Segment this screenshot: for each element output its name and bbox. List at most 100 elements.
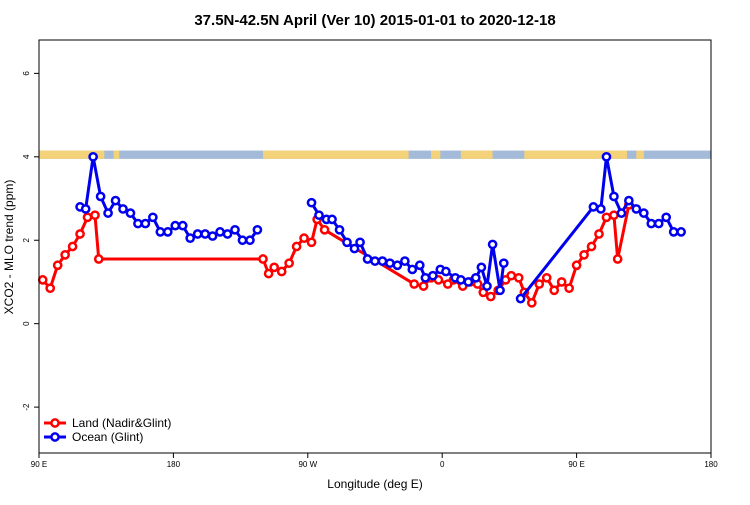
series-0-point-44 (594, 229, 604, 239)
series-1-point-64 (638, 208, 649, 218)
series-1-point-42 (420, 272, 431, 283)
series-1-point-16 (192, 229, 203, 239)
series-0-point-39 (556, 277, 567, 287)
series-1-point-23 (245, 235, 255, 246)
series-1-point-66 (653, 218, 664, 229)
series-1-point-29 (327, 214, 337, 225)
legend-label-1: Ocean (Glint) (72, 430, 143, 444)
series-1-point-31 (342, 237, 352, 248)
series-1-point-33 (355, 237, 365, 248)
legend-label-0: Land (Nadir&Glint) (72, 416, 171, 430)
series-1-point-4 (103, 208, 113, 218)
x-tick-label-4: 90 E (568, 460, 584, 469)
x-tick-label-0: 90 E (31, 460, 47, 469)
y-tick-label-4: 6 (22, 71, 31, 76)
series-1-point-14 (177, 220, 188, 231)
series-1-point-1 (80, 204, 91, 214)
series-0-point-36 (534, 279, 545, 289)
x-axis-label: Longitude (deg E) (327, 477, 422, 491)
series-1-point-2 (88, 151, 98, 162)
series-1-point-62 (624, 195, 634, 206)
series-0-point-9 (258, 254, 268, 264)
series-0-point-47 (612, 254, 623, 264)
series-1-point-45 (441, 266, 451, 277)
series-1-point-5 (110, 195, 121, 206)
series-1-point-69 (676, 227, 686, 237)
series-1-point-59 (601, 151, 612, 162)
series-0-point-1 (45, 283, 56, 294)
chart-title: 37.5N-42.5N April (Ver 10) 2015-01-01 to… (194, 12, 555, 29)
series-1-point-3 (95, 191, 106, 202)
series-1-point-43 (428, 270, 438, 281)
series-1-point-26 (306, 197, 317, 208)
series-1-point-27 (314, 210, 324, 221)
series-1-point-52 (487, 239, 498, 250)
series-1-point-65 (646, 218, 657, 229)
series-0-point-37 (541, 272, 552, 283)
series-1-point-7 (125, 208, 136, 218)
band-land-segment-3 (431, 150, 441, 159)
band-land-segment-0 (39, 150, 105, 159)
series-0-point-38 (549, 285, 560, 296)
band-land-segment-5 (524, 150, 627, 159)
band-land-segment-4 (460, 150, 493, 159)
y-axis-label: XCO2 - MLO trend (ppm) (2, 180, 16, 315)
y-tick-label-3: 4 (22, 154, 31, 159)
series-1-point-22 (237, 235, 248, 246)
x-tick-label-1: 180 (167, 460, 181, 469)
series-1-point-39 (400, 256, 410, 266)
axes: 90 E 180 90 W 0 90 E 180 -2 0 2 4 6 (22, 71, 718, 469)
series-1-point-20 (222, 229, 233, 239)
series-1 (75, 151, 686, 304)
series-1-point-24 (252, 224, 263, 235)
series-0-point-4 (67, 241, 78, 252)
x-tick-label-3: 0 (440, 460, 445, 469)
series-1-point-9 (140, 218, 151, 229)
series-1-point-48 (463, 277, 474, 287)
series-0-point-13 (284, 258, 294, 269)
series-0-point-15 (299, 233, 309, 244)
band-land-segment-1 (113, 150, 120, 159)
series-0-point-10 (263, 268, 274, 279)
series-0-point-12 (276, 266, 287, 277)
legend: Land (Nadir&Glint)Ocean (Glint) (44, 416, 171, 444)
series-0-point-35 (526, 297, 537, 308)
series-1-point-30 (334, 224, 345, 235)
series-1-point-51 (482, 281, 492, 291)
series-1-point-41 (414, 260, 425, 271)
series-1-point-37 (385, 258, 395, 269)
series-1-point-13 (170, 220, 181, 231)
series-0-point-32 (506, 270, 517, 281)
series-1-point-38 (392, 260, 403, 271)
legend-marker-0 (50, 418, 60, 428)
series-1-point-58 (596, 204, 606, 214)
series-1-point-68 (668, 227, 679, 237)
series-0-point-46 (609, 210, 619, 221)
band-land-segment-2 (263, 150, 409, 159)
series-1-point-32 (349, 243, 360, 254)
series-1-point-61 (616, 208, 627, 218)
series-1-point-35 (370, 256, 380, 266)
series-1-point-6 (118, 204, 128, 214)
series-1-point-10 (148, 212, 158, 223)
series-1-point-40 (407, 264, 418, 275)
series-1-point-17 (200, 229, 210, 239)
series-0-point-41 (571, 260, 582, 271)
series-1-point-63 (631, 204, 642, 214)
series-0-point-40 (564, 283, 574, 294)
series-0-point-29 (485, 291, 496, 302)
series-0-point-16 (306, 237, 317, 248)
series-0-point-33 (513, 272, 524, 283)
series-1-point-67 (661, 212, 672, 223)
series-0-point-2 (52, 260, 63, 271)
series-1-point-19 (215, 227, 225, 237)
series-1-point-54 (498, 258, 509, 269)
x-tick-label-5: 180 (704, 460, 718, 469)
series-1-point-56 (515, 293, 526, 304)
series-0-point-0 (37, 275, 48, 285)
series-0-point-14 (291, 241, 302, 252)
series-0-point-43 (586, 241, 597, 252)
series-layer (37, 151, 686, 308)
